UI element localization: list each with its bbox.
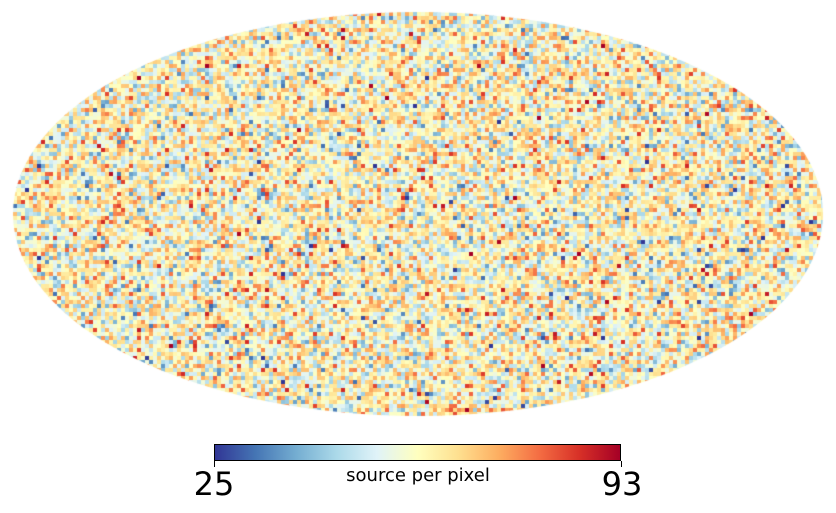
colorbar-title: source per pixel [346, 465, 490, 486]
colorbar-max-label: 93 [601, 465, 643, 503]
mollweide-sky-map [0, 0, 836, 430]
colorbar-min-label: 25 [193, 465, 235, 503]
colorbar [214, 444, 621, 461]
colorbar-min-tick [214, 461, 215, 467]
colorbar-max-tick [621, 461, 622, 467]
